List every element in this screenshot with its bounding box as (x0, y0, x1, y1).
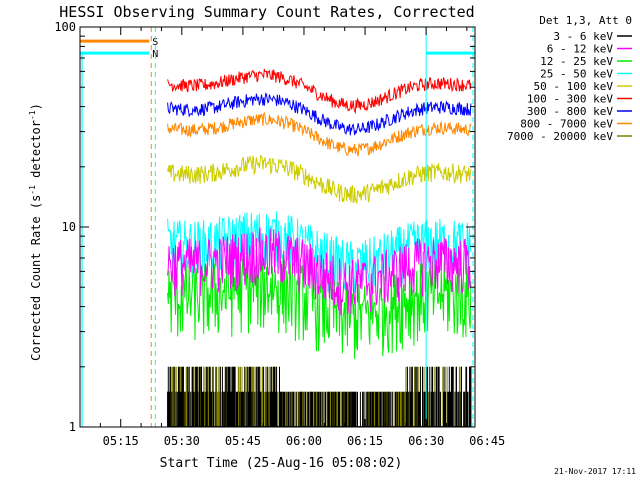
x-tick-label: 06:30 (408, 434, 444, 448)
series-line (167, 154, 472, 204)
chart-title: HESSI Observing Summary Count Rates, Cor… (59, 3, 474, 21)
y-tick-label: 10 (62, 220, 76, 234)
legend-label: 7000 - 20000 keV (507, 130, 613, 143)
series-line (167, 67, 472, 115)
y-tick-label: 1 (69, 420, 76, 434)
y-axis-label-part: Corrected Count Rate (s (29, 195, 43, 361)
y-axis-label: Corrected Count Rate (s-1 detector-1) (28, 103, 43, 361)
y-axis-label-part: ) (29, 103, 43, 110)
legend-label: 50 - 100 keV (534, 80, 614, 93)
series-line (167, 92, 472, 136)
series-line (167, 111, 472, 157)
legend-label: 300 - 800 keV (527, 105, 613, 118)
legend-header: Det 1,3, Att 0 (539, 14, 632, 27)
legend-label: 12 - 25 keV (540, 55, 613, 68)
axes: 1 10 100 05:15 05:30 05:45 06:00 06:15 06:30 06:4… (54, 20, 505, 448)
series-line (167, 227, 472, 316)
x-tick-label: 06:15 (347, 434, 383, 448)
legend-label: 800 - 7000 keV (520, 118, 613, 131)
y-tick-label: 100 (54, 20, 76, 34)
legend-label: 6 - 12 keV (547, 43, 614, 56)
legend-label: 100 - 300 keV (527, 93, 613, 106)
y-axis-label-part: detector (29, 120, 43, 185)
x-tick-label: 05:30 (164, 434, 200, 448)
x-tick-label: 06:00 (286, 434, 322, 448)
legend-label: 3 - 6 keV (553, 30, 613, 43)
y-axis-label-exponent: -1 (28, 110, 37, 120)
flag-label: S (152, 37, 158, 48)
x-axis-label: Start Time (25-Aug-16 05:08:02) (160, 456, 403, 471)
y-axis-label-exponent: -1 (28, 185, 37, 195)
x-tick-label: 05:45 (225, 434, 261, 448)
legend-label: 25 - 50 keV (540, 68, 613, 81)
x-tick-label: 05:15 (103, 434, 139, 448)
plot-area: SN (80, 27, 475, 427)
x-tick-label: 06:45 (469, 434, 505, 448)
series-line (167, 252, 472, 359)
plot-timestamp: 21-Nov-2017 17:11 (554, 467, 636, 476)
